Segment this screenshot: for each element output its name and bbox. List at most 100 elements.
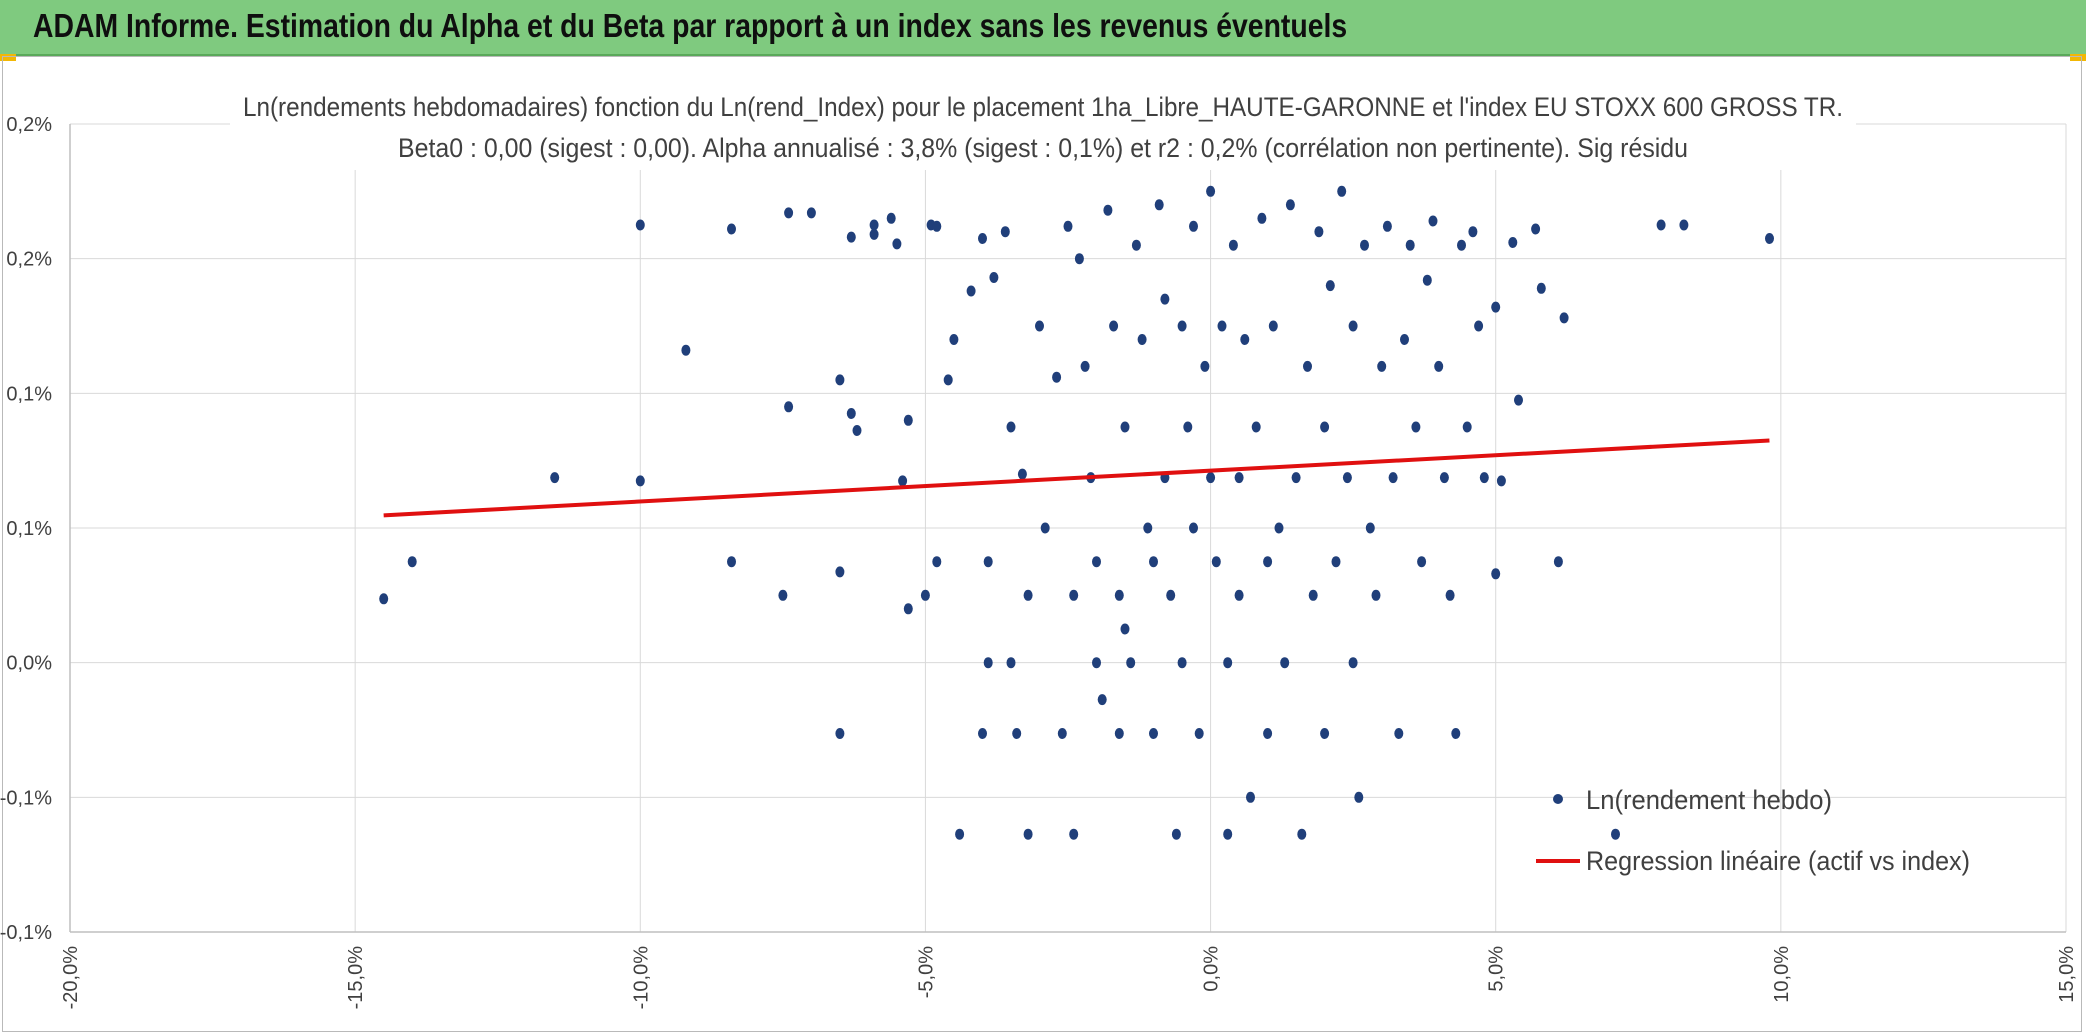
data-point: [1468, 226, 1478, 238]
data-point: [681, 344, 691, 356]
data-point: [1451, 728, 1461, 739]
data-point: [1097, 694, 1107, 706]
data-point: [1303, 360, 1312, 372]
data-point: [983, 657, 993, 669]
data-point: [966, 285, 976, 297]
data-point: [983, 556, 993, 568]
data-point: [1114, 589, 1124, 601]
data-point: [1017, 468, 1027, 480]
data-point: [1496, 475, 1506, 487]
data-point: [1479, 472, 1489, 484]
y-tick-label: 0,1%: [6, 383, 52, 405]
data-point: [1120, 623, 1130, 635]
data-point: [1217, 320, 1227, 332]
data-point: [1154, 199, 1164, 211]
chart-subtitle: Beta0 : 0,00 (sigest : 0,00). Alpha annu…: [398, 133, 1688, 163]
title-backdrop: [230, 84, 1856, 170]
x-tick-label: 5,0%: [1486, 946, 1508, 992]
x-tick-label: 10,0%: [1771, 946, 1793, 1003]
legend: Ln(rendement hebdo) Regression linéaire …: [1536, 785, 1970, 876]
data-point: [886, 212, 896, 224]
data-point: [989, 272, 999, 283]
data-point: [898, 475, 908, 487]
data-point: [1491, 568, 1501, 580]
points-layer: [379, 185, 1774, 840]
data-point: [1251, 421, 1261, 433]
corner-marker-left: [0, 54, 16, 61]
data-point: [1263, 728, 1273, 739]
data-point: [1325, 280, 1335, 292]
x-tick-label: 0,0%: [1201, 946, 1223, 992]
data-point: [1434, 360, 1444, 372]
data-point: [1679, 219, 1689, 231]
report-banner: ADAM Informe. Estimation du Alpha et du …: [0, 0, 2086, 56]
data-point: [1052, 371, 1062, 383]
data-point: [1280, 657, 1290, 669]
data-point: [1035, 320, 1044, 332]
data-point: [1514, 394, 1523, 406]
data-point: [1006, 657, 1016, 669]
data-point: [1131, 239, 1141, 251]
data-point: [1531, 223, 1541, 235]
data-point: [1069, 589, 1079, 601]
data-point: [1126, 657, 1136, 669]
data-point: [1428, 215, 1438, 227]
data-point: [1183, 421, 1193, 433]
data-point: [943, 374, 953, 386]
y-tick-label: -0,1%: [0, 787, 52, 809]
data-point: [1536, 282, 1546, 294]
legend-label-line: Regression linéaire (actif vs index): [1586, 846, 1970, 876]
data-point: [1320, 421, 1330, 433]
data-point: [1057, 728, 1067, 739]
data-point: [869, 219, 879, 231]
y-tick-label: 0,0%: [6, 653, 52, 675]
data-point: [1092, 657, 1101, 669]
data-point: [1257, 212, 1267, 224]
x-tick-label: -5,0%: [915, 946, 937, 998]
data-point: [1103, 204, 1113, 216]
data-point: [1263, 556, 1273, 568]
data-point: [1240, 334, 1250, 345]
data-point: [1006, 421, 1016, 433]
data-point: [1422, 274, 1432, 286]
data-point: [1160, 293, 1170, 305]
data-point: [1092, 556, 1101, 568]
data-point: [407, 556, 417, 568]
chart-frame: [2, 56, 2082, 1032]
data-point: [1012, 728, 1022, 739]
data-point: [1177, 320, 1187, 332]
data-point: [1063, 220, 1073, 232]
data-point: [806, 207, 816, 219]
data-point: [1291, 472, 1301, 484]
data-point: [1445, 589, 1455, 601]
data-point: [1143, 522, 1153, 534]
data-point: [892, 238, 902, 250]
data-point: [1337, 185, 1347, 197]
y-tick-label: 0,2%: [6, 249, 52, 271]
data-point: [1171, 828, 1181, 840]
x-tick-label: -15,0%: [345, 946, 367, 1010]
data-point: [1200, 360, 1210, 372]
data-point: [846, 231, 856, 243]
data-point: [1023, 828, 1033, 840]
x-tick-label: 15,0%: [2056, 946, 2078, 1003]
chart-title: Ln(rendements hebdomadaires) fonction du…: [243, 92, 1843, 122]
data-point: [1211, 556, 1221, 568]
data-point: [1246, 791, 1255, 803]
data-point: [1234, 472, 1244, 484]
axis-layer: -20,0% -15,0% -10,0% -5,0% 0,0% 5,0% 10,0% 15,0…: [0, 114, 2078, 1009]
data-point: [1177, 657, 1187, 669]
data-point: [727, 223, 736, 235]
data-point: [1023, 589, 1033, 601]
data-point: [784, 401, 794, 413]
data-point: [1553, 556, 1563, 568]
data-point: [1137, 334, 1147, 345]
data-point: [846, 408, 856, 419]
data-point: [1365, 522, 1375, 534]
data-point: [949, 334, 959, 345]
regression-layer: [383, 438, 1770, 518]
data-point: [1394, 728, 1404, 739]
x-tick-label: -10,0%: [630, 946, 652, 1010]
data-point: [1508, 237, 1518, 248]
data-point: [1765, 233, 1774, 244]
